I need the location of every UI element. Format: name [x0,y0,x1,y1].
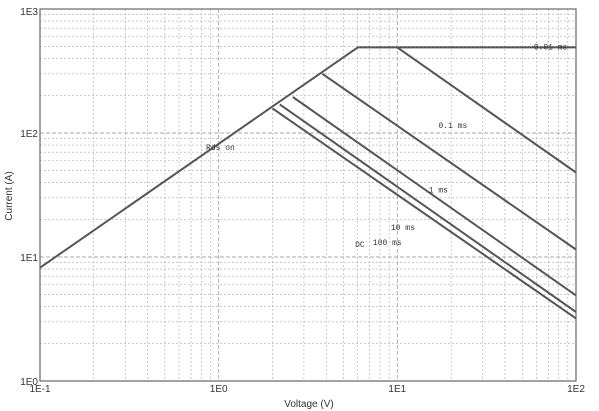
grid [40,9,576,381]
y-tick-label: 1E0 [20,377,38,388]
annotation-label: 1 ms [429,187,448,196]
annotation-label: Rds on [206,144,235,153]
annotation-label: 0.1 ms [439,122,468,131]
y-tick-label: 1E2 [20,129,38,140]
x-tick-label: 1E0 [210,384,228,395]
x-tick-label: 1E2 [567,384,585,395]
series-line-100-ms [279,103,577,313]
y-tick-label: 1E1 [20,253,38,264]
series-line-1-ms [321,72,577,251]
annotation-label: 0.01 ms [534,44,568,53]
series-line-10-ms [292,96,577,297]
series-line-0-1-ms [396,46,577,174]
series-line-dc [271,107,577,320]
y-axis-title: Current (A) [4,171,15,220]
y-tick-label: 1E3 [20,7,38,18]
x-tick-label: 1E1 [388,384,406,395]
annotation-label: 100 ms [373,239,402,248]
annotation-label: 10 ms [391,224,415,233]
annotation-label: DC [355,241,365,250]
series-line-rds-on [39,46,359,269]
x-tick-labels: 1E-1 1E0 1E1 1E2 [29,384,585,395]
y-tick-labels: 1E0 1E1 1E2 1E3 [20,7,38,388]
annotations: Rds on 0.01 ms 0.1 ms 1 ms 10 ms 100 ms DC [206,44,567,251]
plot-frame [39,8,577,382]
x-tick-label: 1E-1 [29,384,51,395]
series-lines [39,46,577,320]
x-axis-title: Voltage (V) [284,399,333,410]
